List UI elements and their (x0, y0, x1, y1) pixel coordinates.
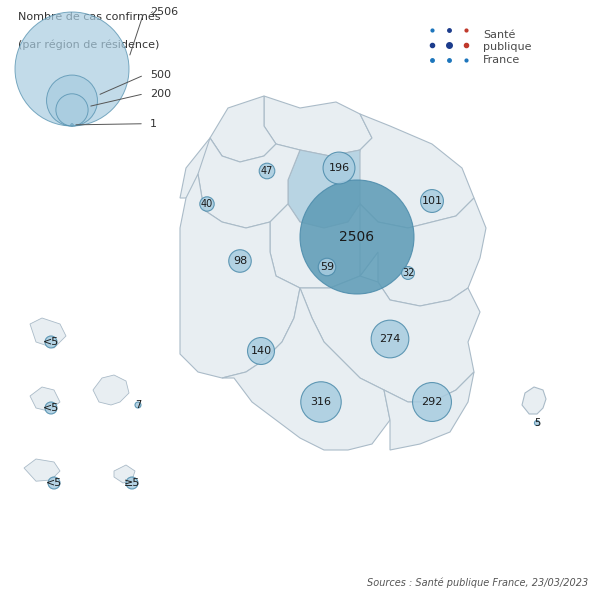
Text: 500: 500 (150, 70, 171, 80)
Circle shape (48, 477, 60, 489)
Polygon shape (198, 138, 300, 228)
Polygon shape (522, 387, 546, 414)
Text: Sources : Santé publique France, 23/03/2023: Sources : Santé publique France, 23/03/2… (367, 577, 588, 588)
Circle shape (401, 266, 415, 280)
Text: 316: 316 (311, 397, 331, 407)
Text: 140: 140 (250, 346, 272, 356)
Text: Nombre de cas confirmés: Nombre de cas confirmés (18, 12, 161, 22)
Polygon shape (114, 465, 135, 483)
Circle shape (248, 338, 274, 364)
Text: 5: 5 (534, 418, 540, 428)
Circle shape (318, 258, 336, 276)
Circle shape (45, 336, 57, 348)
Text: 274: 274 (379, 334, 401, 344)
Polygon shape (354, 114, 474, 228)
Text: 32: 32 (402, 268, 414, 278)
Polygon shape (30, 387, 60, 411)
Text: <5: <5 (46, 478, 62, 488)
Polygon shape (384, 372, 474, 450)
Circle shape (301, 382, 341, 422)
Polygon shape (24, 459, 60, 481)
Text: (par région de résidence): (par région de résidence) (18, 39, 160, 49)
Circle shape (47, 75, 97, 126)
Text: 2506: 2506 (150, 7, 178, 17)
Polygon shape (264, 96, 372, 156)
Text: 40: 40 (201, 199, 213, 209)
Circle shape (535, 421, 539, 425)
Circle shape (200, 197, 214, 211)
Polygon shape (210, 96, 276, 162)
Circle shape (45, 402, 57, 414)
Polygon shape (93, 375, 129, 405)
Text: ≥5: ≥5 (124, 478, 140, 488)
Circle shape (259, 163, 275, 179)
Circle shape (229, 250, 251, 272)
Polygon shape (288, 150, 360, 228)
Text: 1: 1 (150, 119, 157, 129)
Polygon shape (30, 318, 66, 348)
Text: 292: 292 (421, 397, 443, 407)
Circle shape (371, 320, 409, 358)
Text: 101: 101 (421, 196, 443, 206)
Text: <5: <5 (43, 337, 59, 347)
Circle shape (126, 477, 138, 489)
Text: 98: 98 (233, 256, 247, 266)
Polygon shape (360, 198, 486, 306)
Polygon shape (180, 138, 222, 198)
Circle shape (56, 94, 88, 126)
Polygon shape (180, 174, 300, 378)
Text: 47: 47 (261, 166, 273, 176)
Circle shape (15, 12, 129, 126)
Circle shape (135, 402, 141, 408)
Text: 7: 7 (135, 400, 141, 410)
Circle shape (71, 124, 73, 126)
Circle shape (413, 383, 451, 421)
Text: 200: 200 (150, 89, 171, 99)
Circle shape (421, 190, 443, 212)
Circle shape (300, 180, 414, 294)
Text: 2506: 2506 (340, 230, 374, 244)
Polygon shape (222, 288, 390, 450)
Polygon shape (270, 204, 378, 288)
Polygon shape (300, 276, 480, 402)
Circle shape (323, 152, 355, 184)
Text: <5: <5 (43, 403, 59, 413)
Text: 196: 196 (328, 163, 350, 173)
Text: 59: 59 (320, 262, 334, 272)
Text: Santé
publique
France: Santé publique France (483, 30, 532, 65)
